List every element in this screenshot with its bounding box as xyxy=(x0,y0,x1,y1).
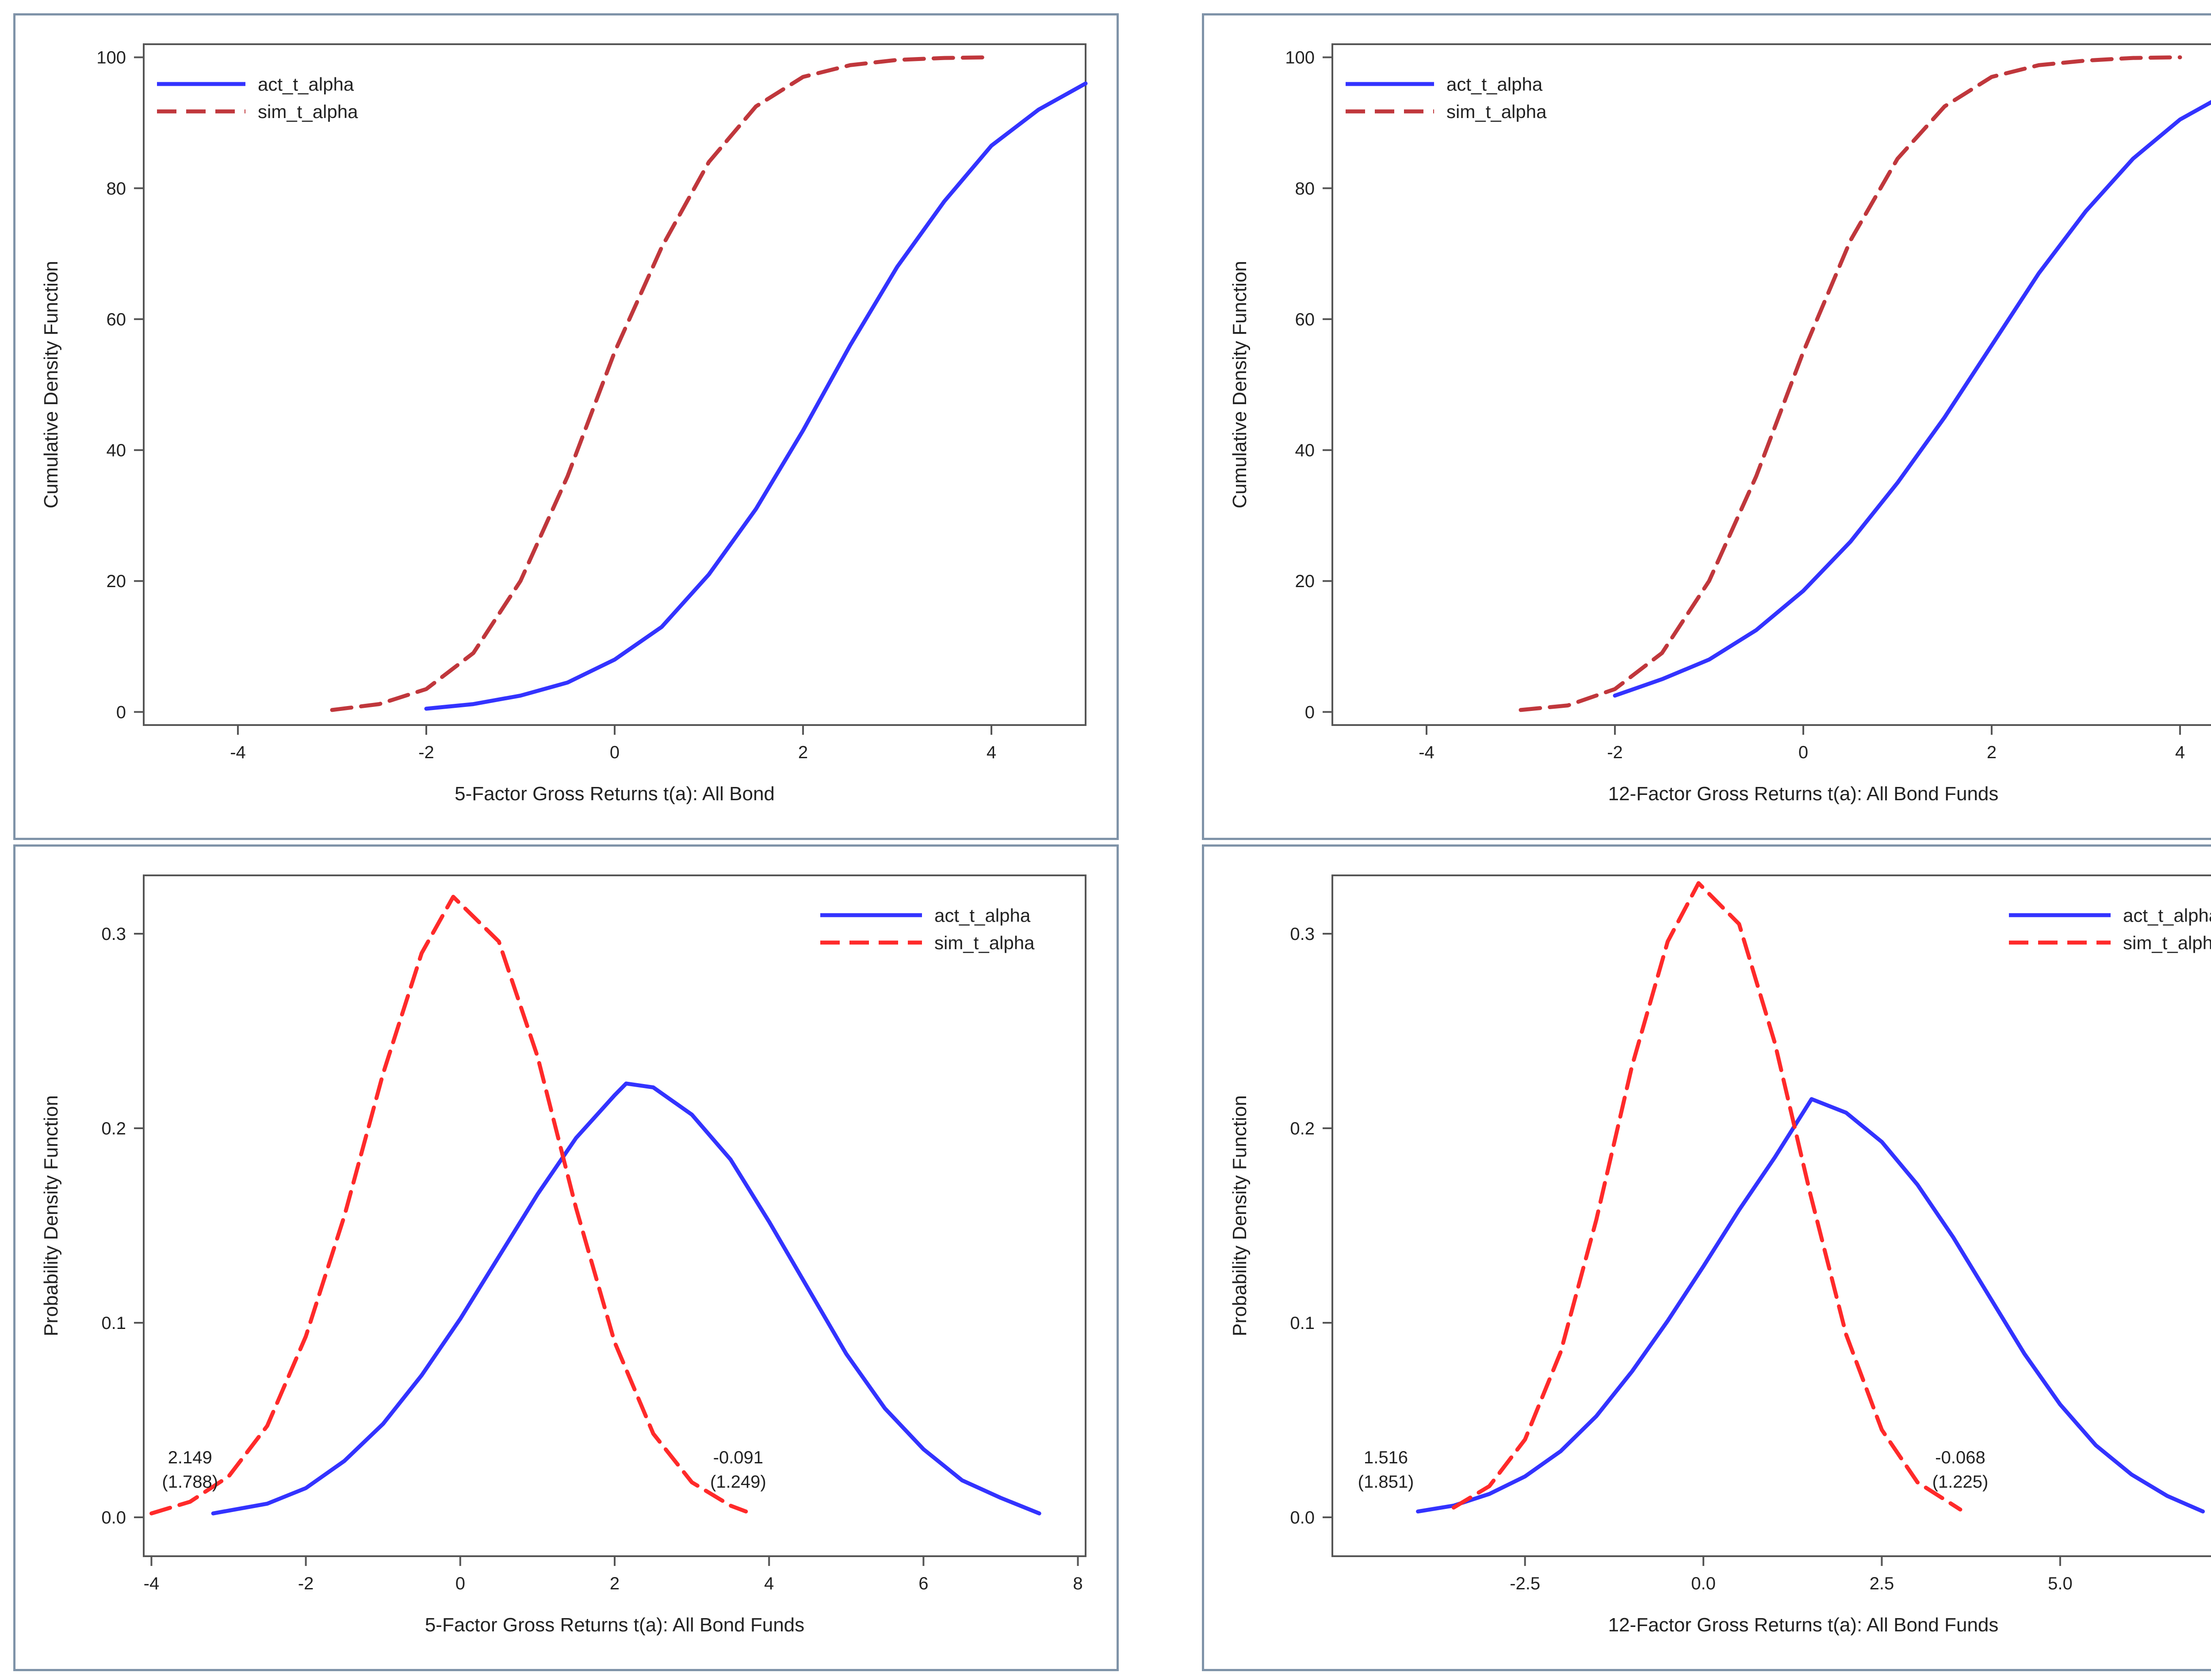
annotation-stddev: (1.225) xyxy=(1932,1472,1989,1492)
y-tick-label: 0.1 xyxy=(1290,1313,1315,1333)
x-tick-label: 0 xyxy=(1798,743,1808,762)
y-tick-label: 80 xyxy=(107,179,126,199)
x-tick-label: -4 xyxy=(1419,743,1434,762)
legend-label: sim_t_alpha xyxy=(258,101,358,122)
x-axis-label: 12-Factor Gross Returns t(a): All Bond F… xyxy=(1608,783,1999,805)
x-tick-label: -2 xyxy=(298,1574,314,1593)
y-tick-label: 0.1 xyxy=(101,1313,126,1333)
legend-label: sim_t_alpha xyxy=(1446,101,1547,122)
x-tick-label: 8 xyxy=(1073,1574,1083,1593)
plot-frame xyxy=(143,874,1086,1557)
legend-label: sim_t_alpha xyxy=(934,932,1035,953)
annotation-stddev: (1.851) xyxy=(1358,1472,1414,1492)
y-tick-label: 60 xyxy=(107,310,126,329)
y-tick-label: 80 xyxy=(1295,179,1315,199)
x-tick-label: 4 xyxy=(987,743,996,762)
x-axis-label: 12-Factor Gross Returns t(a): All Bond F… xyxy=(1608,1614,1999,1636)
x-tick-label: 2 xyxy=(1987,743,1997,762)
series-line-sim-t-alpha xyxy=(1451,881,1962,1512)
x-tick-label: -4 xyxy=(230,743,246,762)
y-tick-label: 20 xyxy=(107,572,126,591)
pdf-5factor-panel: -4 -2 0 2 4 6 8 0.0 0.1 0.2 0.3 5-Factor Gross Retu… xyxy=(13,844,1119,1671)
cdf-5factor-panel: -4 -2 0 2 4 0 20 40 60 80 100 5-Factor Gross Return… xyxy=(13,13,1119,840)
annotation-mean: -0.068 xyxy=(1935,1448,1985,1467)
cdf-12factor-panel: -4 -2 0 2 4 0 20 40 60 80 100 12-Factor Gross Retur… xyxy=(1202,13,2211,840)
x-tick-label: 2.5 xyxy=(1870,1574,1894,1593)
x-axis-label: 5-Factor Gross Returns t(a): All Bond xyxy=(455,783,775,805)
series-line-sim-t-alpha xyxy=(1519,55,2182,712)
y-axis-label: Cumulative Density Function xyxy=(1229,261,1251,508)
series-line-sim-t-alpha xyxy=(330,55,994,712)
y-tick-label: 0.2 xyxy=(101,1119,126,1138)
annotation-mean: 2.149 xyxy=(168,1448,212,1467)
x-tick-label: 0 xyxy=(455,1574,465,1593)
y-tick-label: 0.0 xyxy=(1290,1508,1315,1527)
x-tick-label: 2 xyxy=(610,1574,620,1593)
annotation-stddev: (1.249) xyxy=(710,1472,766,1492)
y-axis-label: Probability Density Function xyxy=(1229,1095,1251,1336)
y-tick-label: 0.2 xyxy=(1290,1119,1315,1138)
x-tick-label: 0 xyxy=(610,743,620,762)
y-tick-label: 0.3 xyxy=(1290,924,1315,944)
series-line-act-t-alpha xyxy=(424,81,1088,711)
y-tick-label: 40 xyxy=(107,441,126,460)
y-tick-label: 20 xyxy=(1295,572,1315,591)
x-axis-label: 5-Factor Gross Returns t(a): All Bond Fu… xyxy=(425,1614,804,1636)
plot-frame xyxy=(1331,43,2211,726)
x-tick-label: -2 xyxy=(1607,743,1623,762)
x-tick-label: 5.0 xyxy=(2048,1574,2073,1593)
x-tick-label: 0.0 xyxy=(1691,1574,1716,1593)
series-line-act-t-alpha xyxy=(1613,100,2211,698)
x-tick-label: 2 xyxy=(798,743,808,762)
x-tick-label: 6 xyxy=(918,1574,928,1593)
series-line-act-t-alpha xyxy=(211,1081,1041,1516)
pdf-12factor-panel: -2.50.02.55.07.50.00.10.20.312-Factor Gr… xyxy=(1202,844,2211,1671)
y-tick-label: 100 xyxy=(1285,48,1315,68)
y-tick-label: 100 xyxy=(96,48,126,68)
series-line-sim-t-alpha xyxy=(149,894,748,1516)
y-axis-label: Probability Density Function xyxy=(40,1095,62,1336)
chart-svg: -4 -2 0 2 4 6 8 0.0 0.1 0.2 0.3 5-Factor Gross Retu… xyxy=(40,874,1086,1636)
plot-frame xyxy=(1331,874,2211,1557)
x-tick-label: -2 xyxy=(418,743,434,762)
annotation-mean: -0.091 xyxy=(713,1448,763,1467)
y-tick-label: 0.0 xyxy=(101,1508,126,1527)
legend-label: sim_t_alpha xyxy=(2123,932,2211,953)
x-tick-label: -2.5 xyxy=(1510,1574,1540,1593)
y-tick-label: 0 xyxy=(1305,703,1315,722)
x-tick-label: 4 xyxy=(764,1574,774,1593)
plot-frame xyxy=(143,43,1086,726)
x-tick-label: 4 xyxy=(2175,743,2185,762)
y-tick-label: 60 xyxy=(1295,310,1315,329)
legend-label: act_t_alpha xyxy=(1446,74,1543,95)
y-tick-label: 0.3 xyxy=(101,924,126,944)
y-tick-label: 40 xyxy=(1295,441,1315,460)
series-line-act-t-alpha xyxy=(1416,1097,2205,1514)
y-axis-label: Cumulative Density Function xyxy=(40,261,62,508)
legend-label: act_t_alpha xyxy=(2123,905,2211,926)
x-tick-label: -4 xyxy=(144,1574,160,1593)
y-tick-label: 0 xyxy=(116,703,126,722)
chart-svg: -2.50.02.55.07.50.00.10.20.312-Factor Gr… xyxy=(1229,874,2211,1636)
legend-label: act_t_alpha xyxy=(258,74,354,95)
annotation-stddev: (1.788) xyxy=(162,1472,218,1492)
legend-label: act_t_alpha xyxy=(934,905,1031,926)
annotation-mean: 1.516 xyxy=(1364,1448,1408,1467)
